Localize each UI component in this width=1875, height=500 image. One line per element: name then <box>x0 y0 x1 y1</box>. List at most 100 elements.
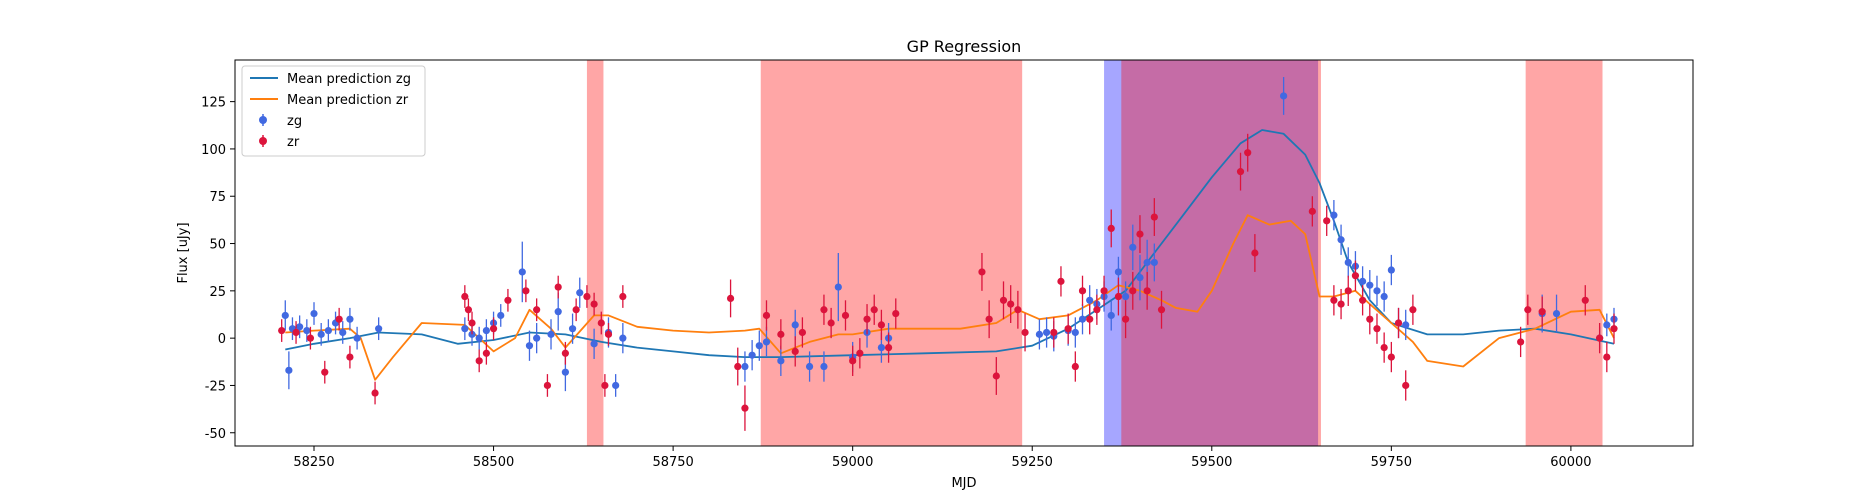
point-zr <box>741 404 749 412</box>
legend-label-zr-line: Mean prediction zr <box>287 93 409 108</box>
point-zr <box>292 328 300 337</box>
point-zr <box>1344 287 1352 295</box>
point-zg <box>1086 296 1094 304</box>
point-zr <box>892 309 900 318</box>
point-zr <box>1373 325 1381 333</box>
observation-points <box>278 77 1618 431</box>
point-zg <box>619 334 627 342</box>
point-zg <box>346 315 354 323</box>
point-zr <box>1596 334 1604 342</box>
point-zg <box>482 326 490 335</box>
point-zg <box>1122 292 1130 301</box>
point-zr <box>1071 362 1079 371</box>
point-zg <box>1129 243 1137 251</box>
y-tick-label: 25 <box>209 285 226 300</box>
point-zr <box>601 381 609 390</box>
point-zg <box>497 311 505 320</box>
point-zg <box>1344 258 1352 267</box>
point-zr <box>820 306 828 314</box>
point-zg <box>1337 236 1345 244</box>
point-zg <box>1078 315 1087 323</box>
point-zg <box>1143 258 1151 267</box>
point-zr <box>849 357 857 365</box>
point-zr <box>1021 328 1029 337</box>
point-zg <box>561 368 569 376</box>
point-zg <box>1107 311 1115 320</box>
point-zr <box>791 347 799 355</box>
legend: Mean prediction zg Mean prediction zr zg… <box>241 65 426 157</box>
x-tick-label: 60000 <box>1550 455 1591 470</box>
legend-label-zg-points: zg <box>287 114 302 129</box>
legend-zr-point-swatch <box>259 137 267 145</box>
point-zr <box>572 306 580 314</box>
point-zr <box>777 330 785 338</box>
point-zr <box>1050 328 1058 337</box>
point-zr <box>978 268 986 276</box>
x-tick-label: 59500 <box>1191 455 1232 470</box>
point-zr <box>464 306 473 314</box>
point-zr <box>1380 344 1388 352</box>
point-zr <box>1366 315 1374 323</box>
point-zr <box>321 368 329 376</box>
point-zg <box>1136 273 1144 282</box>
point-zg <box>317 330 325 338</box>
point-zr <box>306 334 315 342</box>
point-zr <box>1394 319 1403 327</box>
point-zg <box>1402 321 1410 329</box>
point-zg <box>533 334 541 342</box>
point-zr <box>278 326 286 335</box>
point-zr <box>1078 287 1087 295</box>
point-zr <box>597 319 605 327</box>
point-zg <box>612 381 620 390</box>
point-zr <box>1603 353 1611 361</box>
point-zg <box>568 325 577 333</box>
point-zr <box>985 315 993 323</box>
point-zr <box>1387 353 1395 361</box>
legend-box <box>241 65 426 157</box>
point-zg <box>820 362 828 371</box>
point-zg <box>834 283 842 291</box>
point-zr <box>1157 306 1166 314</box>
point-zg <box>1552 309 1561 318</box>
point-zr <box>1524 306 1532 314</box>
x-tick-label: 59000 <box>832 455 873 470</box>
point-zr <box>1610 325 1618 333</box>
point-zr <box>468 319 476 327</box>
point-zr <box>798 328 806 337</box>
point-zg <box>1603 321 1611 329</box>
point-zg <box>791 321 799 329</box>
point-zr <box>1337 300 1345 308</box>
point-zg <box>310 309 318 318</box>
point-zr <box>482 349 490 357</box>
point-zr <box>1150 213 1158 221</box>
y-axis-label: Flux [uJy] <box>176 222 191 283</box>
point-zr <box>1581 296 1589 304</box>
point-zg <box>1114 268 1123 276</box>
legend-label-zr-points: zr <box>287 135 300 150</box>
point-zr <box>1086 315 1094 323</box>
point-zr <box>335 315 343 323</box>
y-tick-label: -25 <box>205 379 226 394</box>
legend-label-zg-line: Mean prediction zg <box>287 72 411 87</box>
point-zg <box>1366 281 1374 289</box>
point-zg <box>1280 92 1288 100</box>
point-zg <box>285 366 293 374</box>
span-zr-1 <box>760 60 1023 446</box>
point-zg <box>1359 277 1367 285</box>
point-zr <box>1323 217 1331 225</box>
point-zg <box>1380 292 1388 301</box>
point-zg <box>296 323 304 331</box>
point-zg <box>554 308 562 316</box>
chart-title: GP Regression <box>907 37 1022 56</box>
point-zr <box>1409 306 1417 314</box>
point-zr <box>346 353 354 361</box>
point-zg <box>1042 328 1051 337</box>
y-tick-label: 50 <box>209 238 226 253</box>
point-zr <box>1236 168 1245 176</box>
point-zg <box>281 311 289 320</box>
point-zg <box>762 338 771 346</box>
point-zg <box>525 342 534 350</box>
point-zr <box>1244 149 1252 157</box>
point-zr <box>504 296 512 304</box>
